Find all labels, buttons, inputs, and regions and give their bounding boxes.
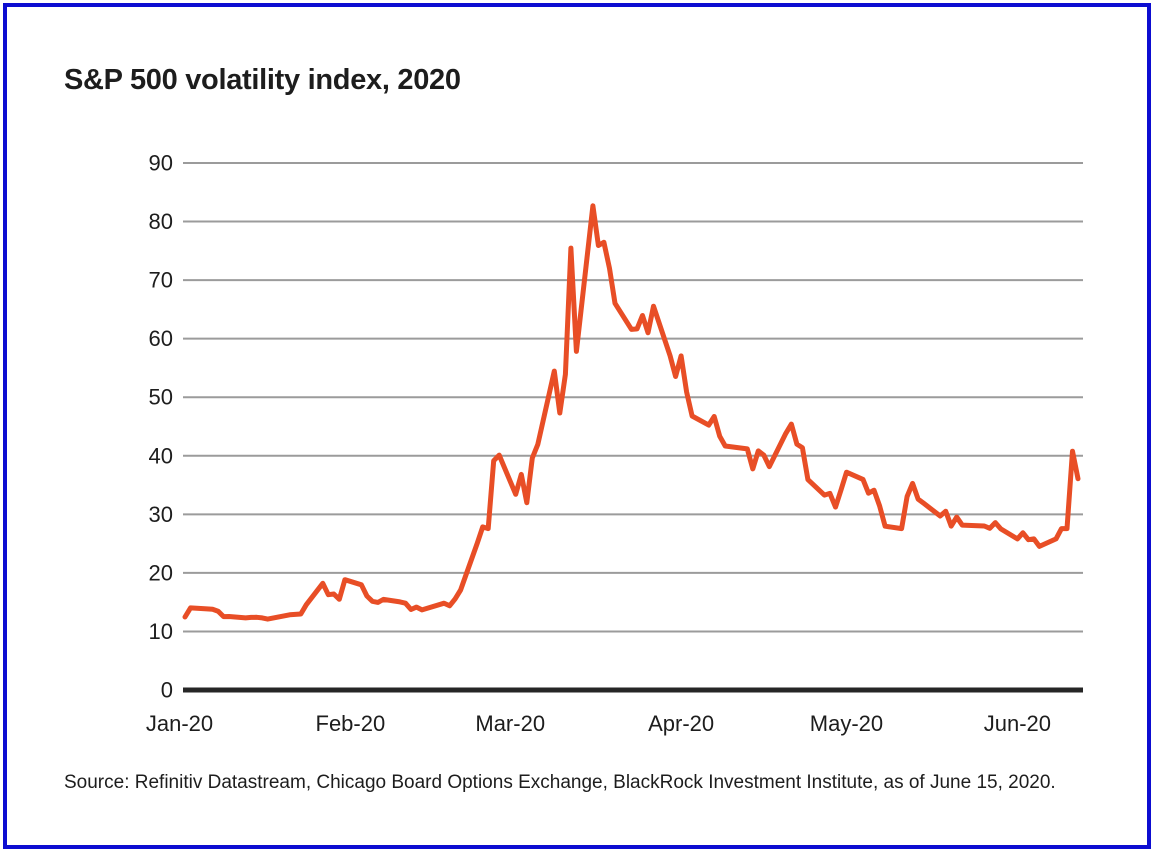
- y-tick-label: 70: [149, 268, 173, 293]
- x-tick-label: Jun-20: [984, 711, 1051, 736]
- y-tick-label: 50: [149, 385, 173, 410]
- x-tick-label: Feb-20: [316, 711, 386, 736]
- y-tick-label: 40: [149, 443, 173, 468]
- y-tick-label: 80: [149, 209, 173, 234]
- y-tick-label: 10: [149, 619, 173, 644]
- y-tick-label: 20: [149, 560, 173, 585]
- y-tick-label: 60: [149, 326, 173, 351]
- x-tick-label: Apr-20: [648, 711, 714, 736]
- chart-plot-area: 0 10 20 30 40 50 60 70 80 90 Jan-20 Feb-20 Mar-20 Apr…: [146, 150, 1083, 736]
- chart-title: S&P 500 volatility index, 2020: [64, 64, 461, 96]
- y-tick-label: 90: [149, 150, 173, 175]
- vix-line-series: [182, 203, 1081, 622]
- x-tick-label: Mar-20: [475, 711, 545, 736]
- y-tick-label: 30: [149, 502, 173, 527]
- x-tick-label: Jan-20: [146, 711, 213, 736]
- source-note: Source: Refinitiv Datastream, Chicago Bo…: [64, 772, 1056, 793]
- y-tick-label: 0: [161, 677, 173, 702]
- x-tick-label: May-20: [810, 711, 883, 736]
